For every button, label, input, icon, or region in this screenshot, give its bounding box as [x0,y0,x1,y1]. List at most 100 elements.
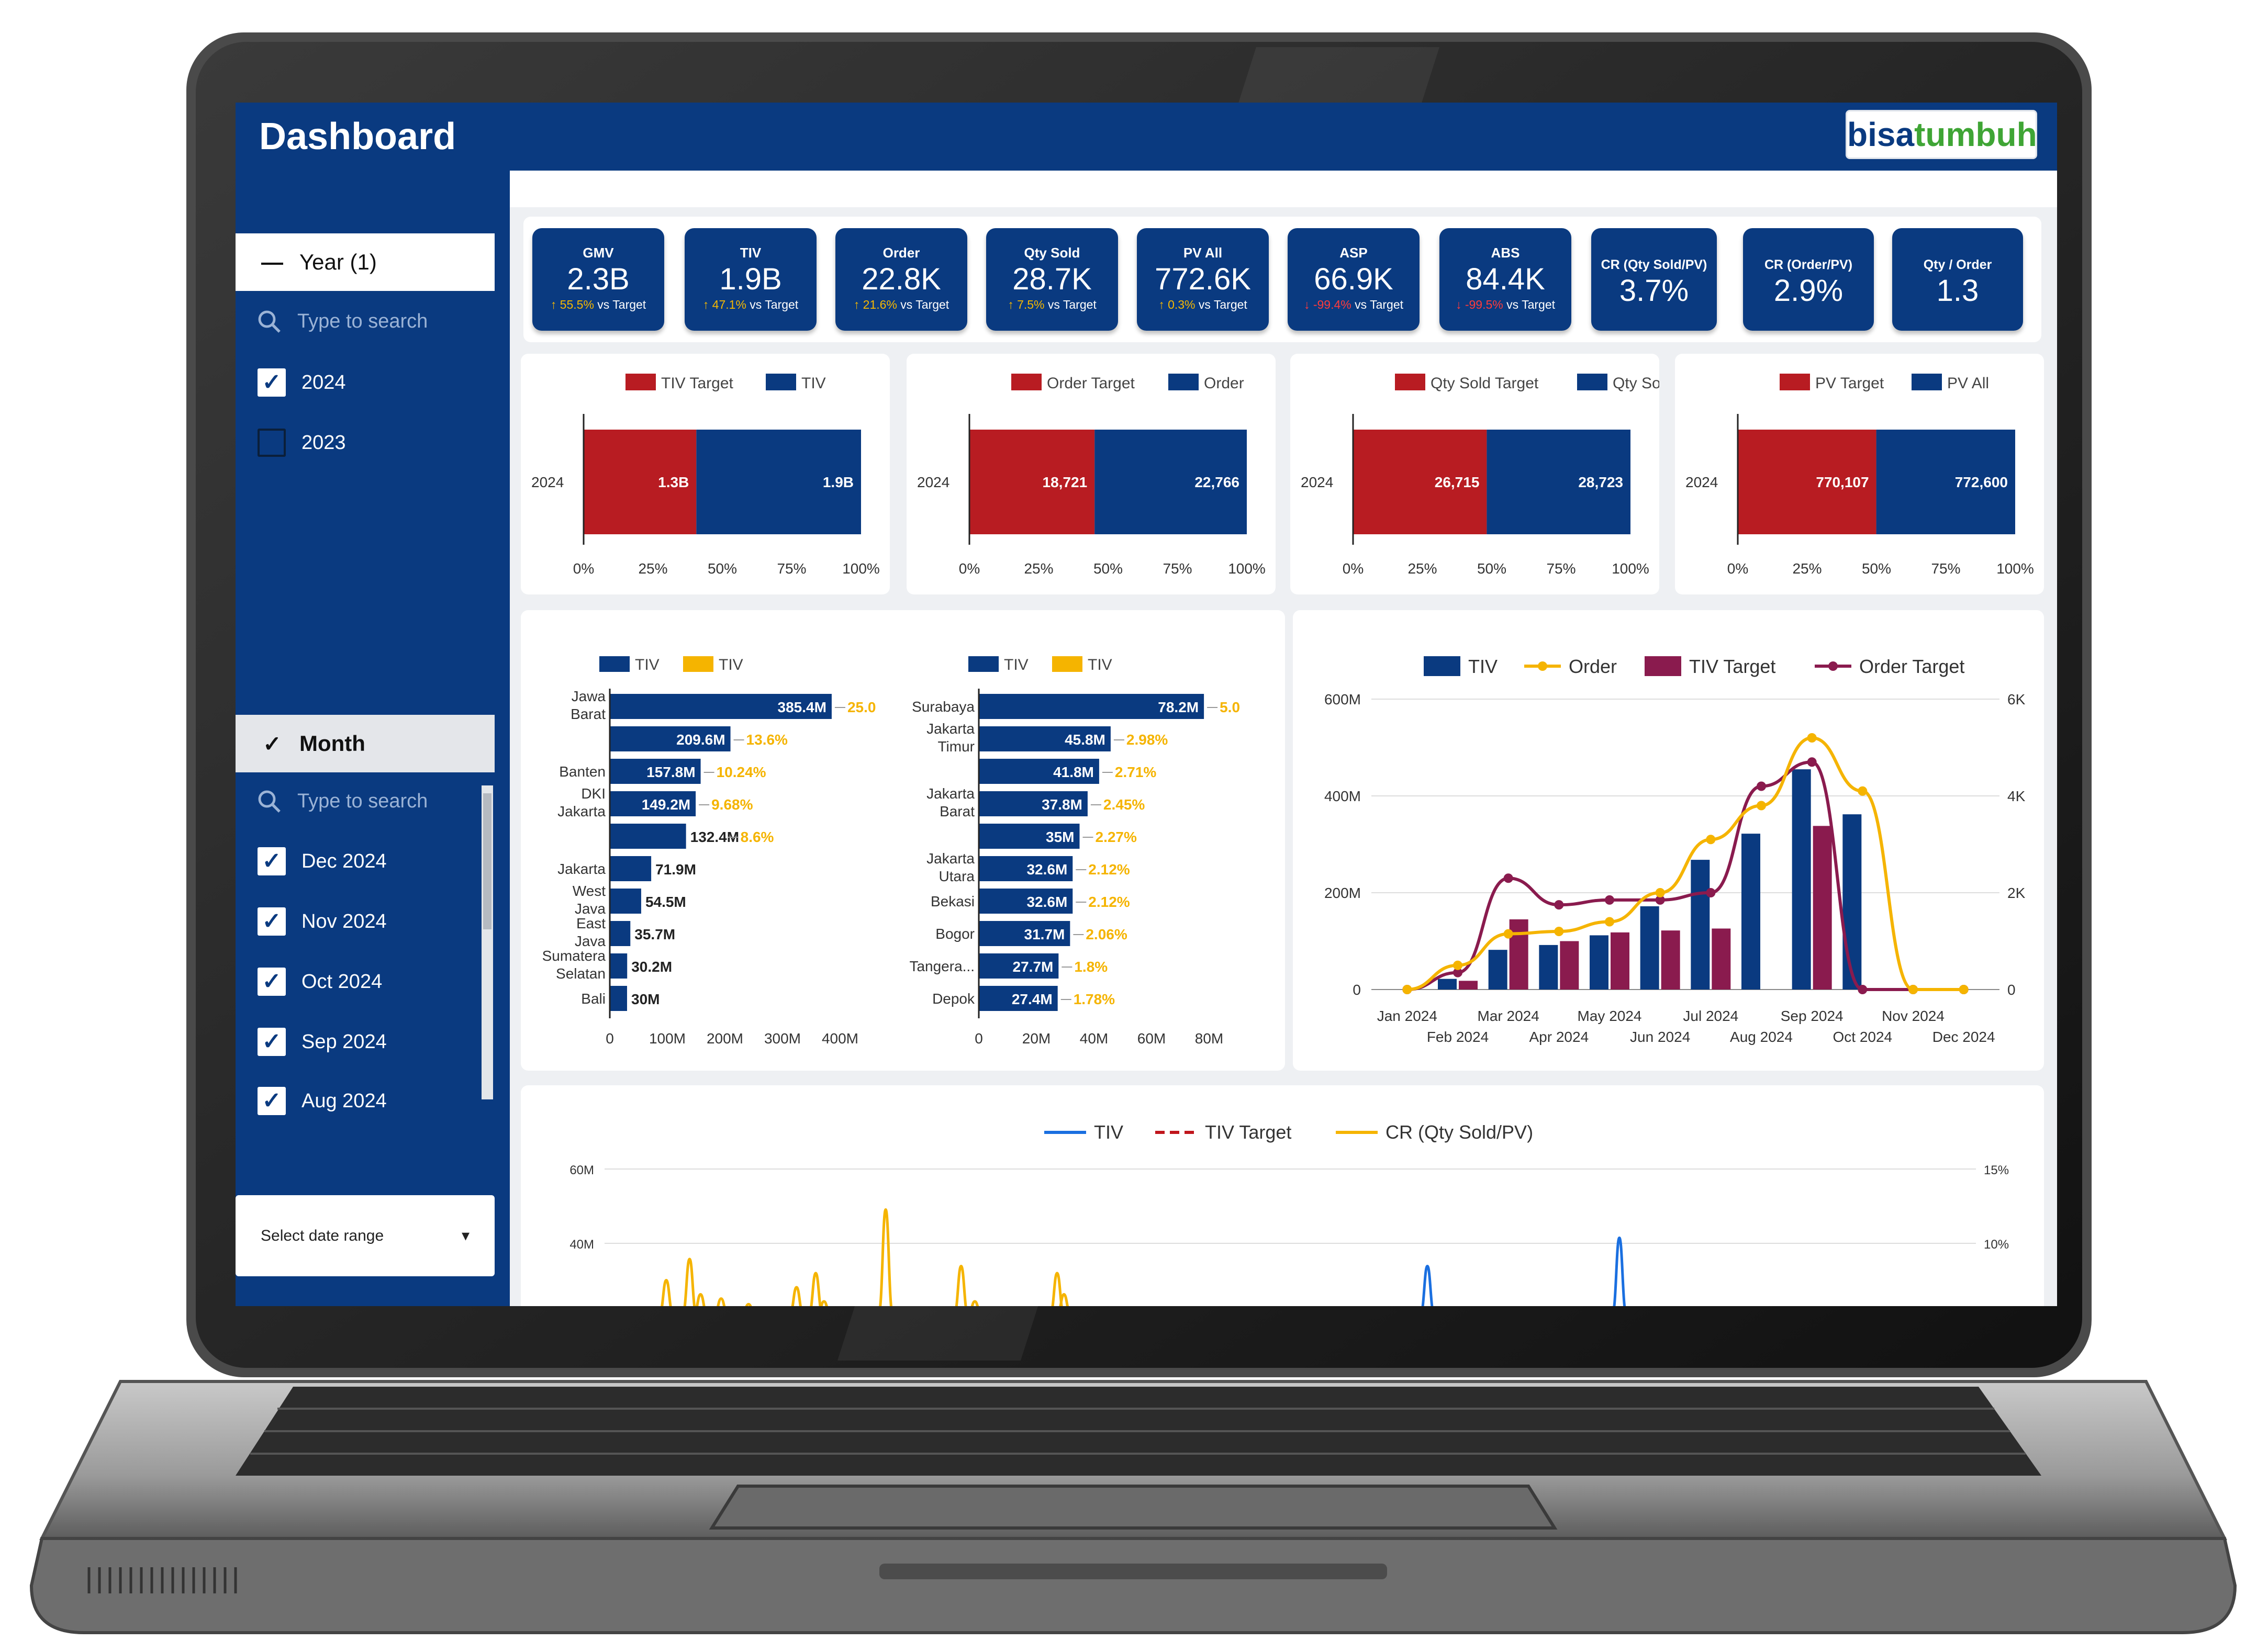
tiv-bar [1842,814,1862,990]
checkbox-unchecked-icon[interactable] [258,429,286,457]
kpi-delta: ↓ -99.5% vs Target [1439,298,1571,312]
x-tick-label: 25% [1407,560,1437,577]
percent-label: 2.06% [1086,926,1127,942]
legend-swatch [968,656,999,672]
bar [610,759,701,784]
legend-label: CR (Qty Sold/PV) [1386,1121,1533,1143]
month-option-dec-2024[interactable]: ✓ Dec 2024 [236,835,482,887]
bar-value-label: 30M [631,991,660,1007]
kpi-value: 1.3 [1936,274,1979,308]
tiv-target-bar [1560,941,1579,990]
x-tick-label: Jan 2024 [1377,1008,1437,1024]
y-tick-right: 10% [1984,1238,2009,1252]
checkbox-checked-icon[interactable]: ✓ [258,847,286,875]
bar [610,824,686,849]
month-option-oct-2024[interactable]: ✓ Oct 2024 [236,956,482,1008]
checkbox-checked-icon[interactable]: ✓ [258,968,286,996]
kpi-delta: ↑ 0.3% vs Target [1137,298,1269,312]
legend-label: TIV [1004,656,1029,673]
checkbox-checked-icon[interactable]: ✓ [258,1087,286,1115]
order-point [1757,801,1766,811]
bar-label: 1.9B [823,474,854,490]
x-tick-label: 100% [1612,560,1649,577]
bar [979,856,1073,881]
legend-label: TIV [1468,656,1498,677]
order-target-point [1554,900,1564,910]
bar [610,889,641,914]
year-search[interactable]: Type to search [236,295,495,347]
x-tick-label: Aug 2024 [1730,1029,1793,1045]
kpi-delta: ↑ 55.5% vs Target [532,298,664,312]
year-filter-header[interactable]: — Year (1) [236,233,495,291]
kpi-card-qty-order: Qty / Order 1.3 [1892,228,2023,331]
x-tick-label: 20M [1022,1030,1051,1047]
bar-value-label: 209.6M [676,732,725,748]
tiv-bar [1539,945,1558,990]
date-range-picker[interactable]: Select date range ▾ [236,1195,495,1276]
x-tick-label: 300M [764,1030,801,1047]
category-label: Selatan [556,965,606,982]
legend-label: PV Target [1815,375,1884,392]
y-tick-right: 15% [1984,1163,2009,1177]
month-option-sep-2024[interactable]: ✓ Sep 2024 [236,1016,482,1068]
bar [979,953,1059,979]
bar-target [584,430,697,534]
legend-swatch [1011,374,1042,390]
month-list-scroll-thumb[interactable] [483,793,491,929]
kpi-delta: ↑ 21.6% vs Target [835,298,967,312]
qty-target-card: Qty Sold Target Qty Sold 26,715 28,723 2024 0… [1290,354,1673,594]
order-point [1503,929,1513,939]
legend-label: PV All [1947,375,1989,392]
bar-actual [1876,430,2015,534]
check-icon[interactable]: ✓ [263,731,282,756]
category-label: Barat [940,803,975,819]
legend-label: TIV [1088,656,1112,673]
x-tick-label: 100M [649,1030,686,1047]
legend-label: TIV Target [661,375,734,392]
percent-label: 13.6% [746,732,788,748]
percent-label: 9.68% [711,796,753,813]
checkbox-checked-icon[interactable]: ✓ [258,907,286,936]
percent-label: 8.6% [741,829,774,845]
month-option-aug-2024[interactable]: ✓ Aug 2024 [236,1075,482,1127]
cr-spike [745,1302,752,1306]
category-label: Barat [571,706,606,722]
category-label: Sumatera [542,948,606,964]
year-option-label: 2024 [301,371,346,394]
order-point [1655,888,1665,897]
bar-value-label: 32.6M [1026,861,1067,878]
percent-label: 2.45% [1103,796,1145,813]
month-option-label: Dec 2024 [301,850,387,872]
legend-label: TIV Target [1205,1121,1291,1143]
month-option-nov-2024[interactable]: ✓ Nov 2024 [236,895,482,948]
year-option-2024[interactable]: ✓ 2024 [236,356,482,409]
category-label: Bali [581,991,606,1007]
month-filter-header[interactable]: ✓ Month [236,715,495,772]
bar-actual [1487,430,1630,534]
kpi-label: ABS [1491,245,1520,261]
bar-value-label: 31.7M [1024,926,1065,942]
cr-spike [1059,1293,1069,1306]
dropdown-arrow-icon[interactable]: ▾ [461,1227,470,1244]
collapse-icon[interactable]: — [261,250,283,274]
x-tick-label: Jun 2024 [1630,1029,1690,1045]
checkbox-checked-icon[interactable]: ✓ [258,368,286,397]
y-tick-left: 60M [569,1163,594,1177]
category-label: Jakarta [557,803,606,819]
logo-text-part1: bisa [1847,116,1915,153]
tiv-bar [1691,860,1710,990]
category-label: 2024 [1685,474,1718,490]
legend-swatch [625,374,656,390]
x-tick-label: 100% [842,560,880,577]
year-option-2023[interactable]: 2023 [236,417,482,469]
y-tick-left: 40M [569,1238,594,1252]
kpi-value: 3.7% [1619,274,1689,308]
checkbox-checked-icon[interactable]: ✓ [258,1028,286,1056]
category-label: DKI [581,785,606,802]
month-search[interactable]: Type to search [236,775,495,827]
bar-value-label: 385.4M [778,699,826,715]
kpi-delta: ↓ -99.4% vs Target [1288,298,1420,312]
bar-value-label: 35M [1046,829,1074,845]
kpi-card-cr-order-pv-: CR (Order/PV) 2.9% [1743,228,1874,331]
